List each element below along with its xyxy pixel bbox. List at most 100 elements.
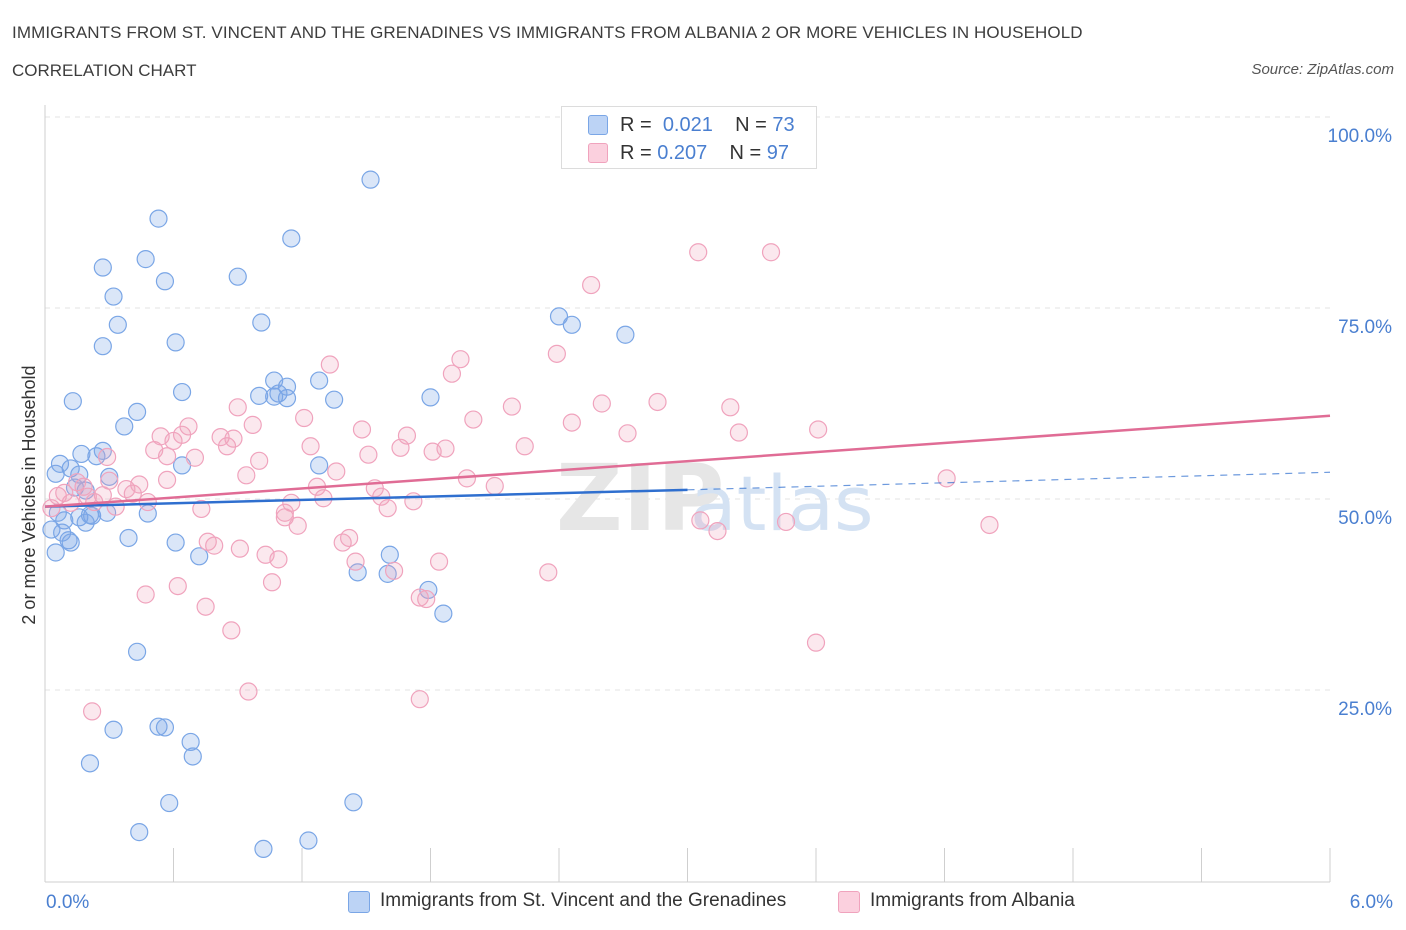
point-albania-67 [502,397,521,416]
point-vincent-71 [299,831,318,850]
point-albania-73 [618,424,637,443]
point-albania-30 [237,466,256,485]
point-albania-68 [515,437,534,456]
point-albania-14 [130,475,149,494]
point-albania-43 [320,355,339,374]
point-albania-13 [123,484,142,503]
trend-line-albania [44,414,1331,508]
point-albania-38 [288,516,307,535]
point-albania-39 [295,408,314,428]
point-vincent-72 [344,793,363,812]
axes [44,105,1331,883]
trend-lines [44,414,1331,508]
point-albania-10 [100,471,119,490]
point-albania-90 [239,682,258,701]
point-vincent-64 [181,732,200,752]
point-albania-49 [359,445,378,464]
point-albania-15 [138,492,157,512]
y-axis-label: 2 or more Vehicles in Household [19,365,39,624]
point-albania-63 [451,350,470,369]
legend-stats-albania: R = 0.207 N = 97 [620,142,790,164]
point-vincent-67 [80,754,100,773]
point-vincent-43 [310,371,329,390]
point-albania-34 [262,573,282,592]
point-vincent-63 [155,718,175,737]
series-albania-points [42,243,999,721]
point-vincent-28 [127,402,147,422]
point-albania-96 [228,398,247,417]
point-albania-44 [327,462,346,481]
bottom-legend-swatch-vincent [348,891,370,913]
point-vincent-54 [434,604,453,623]
point-albania-9 [98,447,117,467]
y-tick-label-75: 75.0% [1338,317,1392,338]
point-vincent-47 [310,456,329,475]
x-tick-label-max: 6.0% [1350,892,1393,913]
point-vincent-42 [277,377,297,396]
point-albania-31 [243,415,262,434]
legend-swatch-albania [588,143,608,163]
point-albania-56 [404,492,423,511]
point-albania-91 [275,503,294,522]
point-albania-57 [410,588,429,607]
bottom-legend-label-vincent: Immigrants from St. Vincent and the Gren… [380,890,787,911]
point-vincent-69 [130,823,149,842]
correlation-legend: R = 0.021 N = 73 R = 0.207 N = 97 [561,106,817,169]
point-vincent-57 [616,325,635,344]
point-albania-25 [205,536,224,555]
point-vincent-37 [252,313,271,332]
point-vincent-66 [104,720,123,739]
point-vincent-56 [562,315,581,334]
point-albania-66 [485,476,504,496]
point-albania-27 [217,437,237,456]
chart-title: IMMIGRANTS FROM ST. VINCENT AND THE GREN… [12,23,1083,42]
point-albania-35 [269,550,288,569]
point-vincent-34 [93,258,112,277]
point-albania-29 [230,539,249,558]
point-albania-21 [179,417,198,436]
point-vincent-9 [42,520,61,539]
point-albania-79 [729,423,749,442]
point-albania-28 [224,429,243,448]
point-albania-55 [397,426,417,445]
point-albania-23 [192,499,211,519]
bottom-legend-swatch-albania [838,891,860,913]
legend-swatch-vincent [588,115,608,135]
source-credit: Source: ZipAtlas.com [1251,61,1394,78]
point-vincent-11 [59,531,78,550]
point-albania-71 [582,275,601,295]
point-vincent-27 [115,417,134,436]
point-vincent-44 [325,390,344,409]
point-albania-52 [378,499,397,518]
point-albania-75 [689,243,708,262]
watermark-atlas: atlas [690,459,874,548]
point-albania-69 [547,344,566,363]
point-albania-62 [442,364,462,383]
point-albania-76 [691,511,710,530]
bottom-legend-vincent: Immigrants from St. Vincent and the Gren… [348,889,818,915]
point-albania-70 [562,413,581,432]
point-vincent-12 [61,533,80,552]
point-albania-5 [74,477,93,496]
point-albania-78 [721,398,740,417]
y-tick-label-100: 100.0% [1328,126,1393,147]
point-albania-46 [340,528,359,548]
point-albania-40 [301,437,320,456]
point-albania-77 [708,521,727,541]
point-vincent-25 [93,337,112,356]
point-vincent-58 [190,547,209,566]
point-vincent-61 [127,642,147,661]
point-vincent-68 [160,793,179,813]
point-albania-48 [352,420,372,439]
point-albania-58 [417,589,436,609]
point-albania-22 [185,448,205,467]
point-albania-18 [157,447,177,466]
x-tick-label-min: 0.0% [46,892,89,913]
point-albania-53 [384,561,404,580]
point-vincent-1 [50,454,70,473]
point-vincent-40 [282,229,301,248]
point-albania-84 [980,515,999,535]
point-albania-83 [937,469,956,488]
point-albania-3 [61,493,80,512]
point-vincent-45 [265,387,284,406]
